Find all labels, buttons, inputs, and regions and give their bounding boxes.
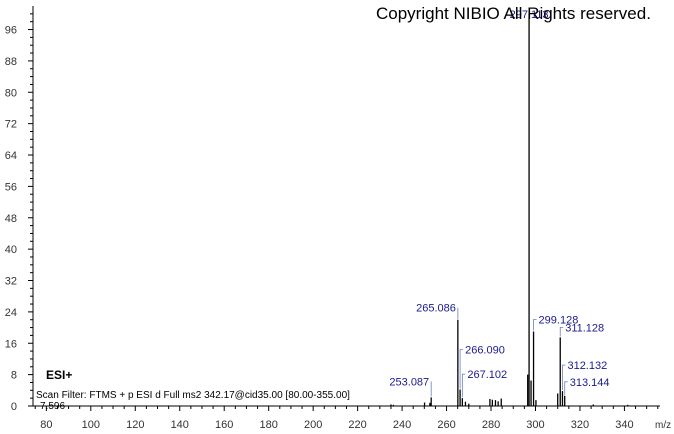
y-tick-label: 48 <box>5 213 17 225</box>
scan-filter-text: Scan Filter: FTMS + p ESI d Full ms2 342… <box>36 390 350 401</box>
peak-label-leader <box>459 349 464 389</box>
peak-label: 313.144 <box>570 377 610 389</box>
y-tick-label: 16 <box>5 338 17 350</box>
y-tick-label: 96 <box>5 25 17 37</box>
x-tick-label: 260 <box>437 419 455 431</box>
y-tick-label: 0 <box>11 401 17 413</box>
peak-label-leader <box>564 381 568 395</box>
peak-label: 267.102 <box>467 369 507 381</box>
y-tick-label: 88 <box>5 56 17 68</box>
x-tick-label: 280 <box>482 419 500 431</box>
y-axis-ticks: 0 8 16 24 32 40 48 56 64 72 80 88 96 <box>5 13 33 413</box>
peak-label: 266.090 <box>465 345 505 357</box>
scan-value-text: 7.596 <box>40 401 66 412</box>
x-tick-label: 320 <box>571 419 589 431</box>
y-tick-label: 64 <box>5 150 17 162</box>
x-tick-label: 240 <box>393 419 411 431</box>
y-tick-label: 8 <box>11 370 17 382</box>
x-axis-label: m/z <box>655 420 672 431</box>
x-tick-label: 80 <box>40 419 52 431</box>
y-tick-label: 80 <box>5 87 17 99</box>
y-tick-label: 40 <box>5 244 17 256</box>
x-tick-label: 140 <box>171 419 189 431</box>
x-tick-label: 300 <box>526 419 544 431</box>
y-tick-label: 24 <box>5 307 17 319</box>
axes <box>32 6 660 407</box>
peak-label-leader <box>562 364 566 391</box>
peak-label: 253.087 <box>389 376 429 388</box>
x-tick-label: 220 <box>348 419 366 431</box>
peak-label-leader <box>533 319 537 331</box>
x-tick-label: 120 <box>126 419 144 431</box>
peak-bars <box>390 13 629 406</box>
peak-label: 312.132 <box>567 360 607 372</box>
x-tick-label: 100 <box>82 419 100 431</box>
peak-label: 311.128 <box>565 322 604 334</box>
peak-label-leader <box>559 326 564 337</box>
y-tick-label: 32 <box>5 276 17 288</box>
x-tick-label: 180 <box>260 419 278 431</box>
ionization-mode-label: ESI+ <box>46 368 73 382</box>
peak-label: 265.086 <box>416 303 456 315</box>
peak-label-leader <box>461 373 466 398</box>
x-tick-label: 160 <box>215 419 233 431</box>
copyright-notice: Copyright NIBIO All Rights reserved. <box>376 4 651 23</box>
y-tick-label: 72 <box>5 119 17 131</box>
y-tick-label: 56 <box>5 181 17 193</box>
peak-label: 297.113 <box>510 9 549 21</box>
peak-label-leaders <box>430 307 568 398</box>
x-axis-ticks: 80 100 120 140 160 180 200 220 240 260 280 300 320 34… <box>34 406 659 431</box>
x-tick-label: 200 <box>304 419 322 431</box>
peak-labels: 253.087 265.086 266.090 267.102 297.113 299.1… <box>389 9 609 389</box>
x-tick-label: 340 <box>615 419 633 431</box>
peak-label: 299.128 <box>539 314 579 326</box>
